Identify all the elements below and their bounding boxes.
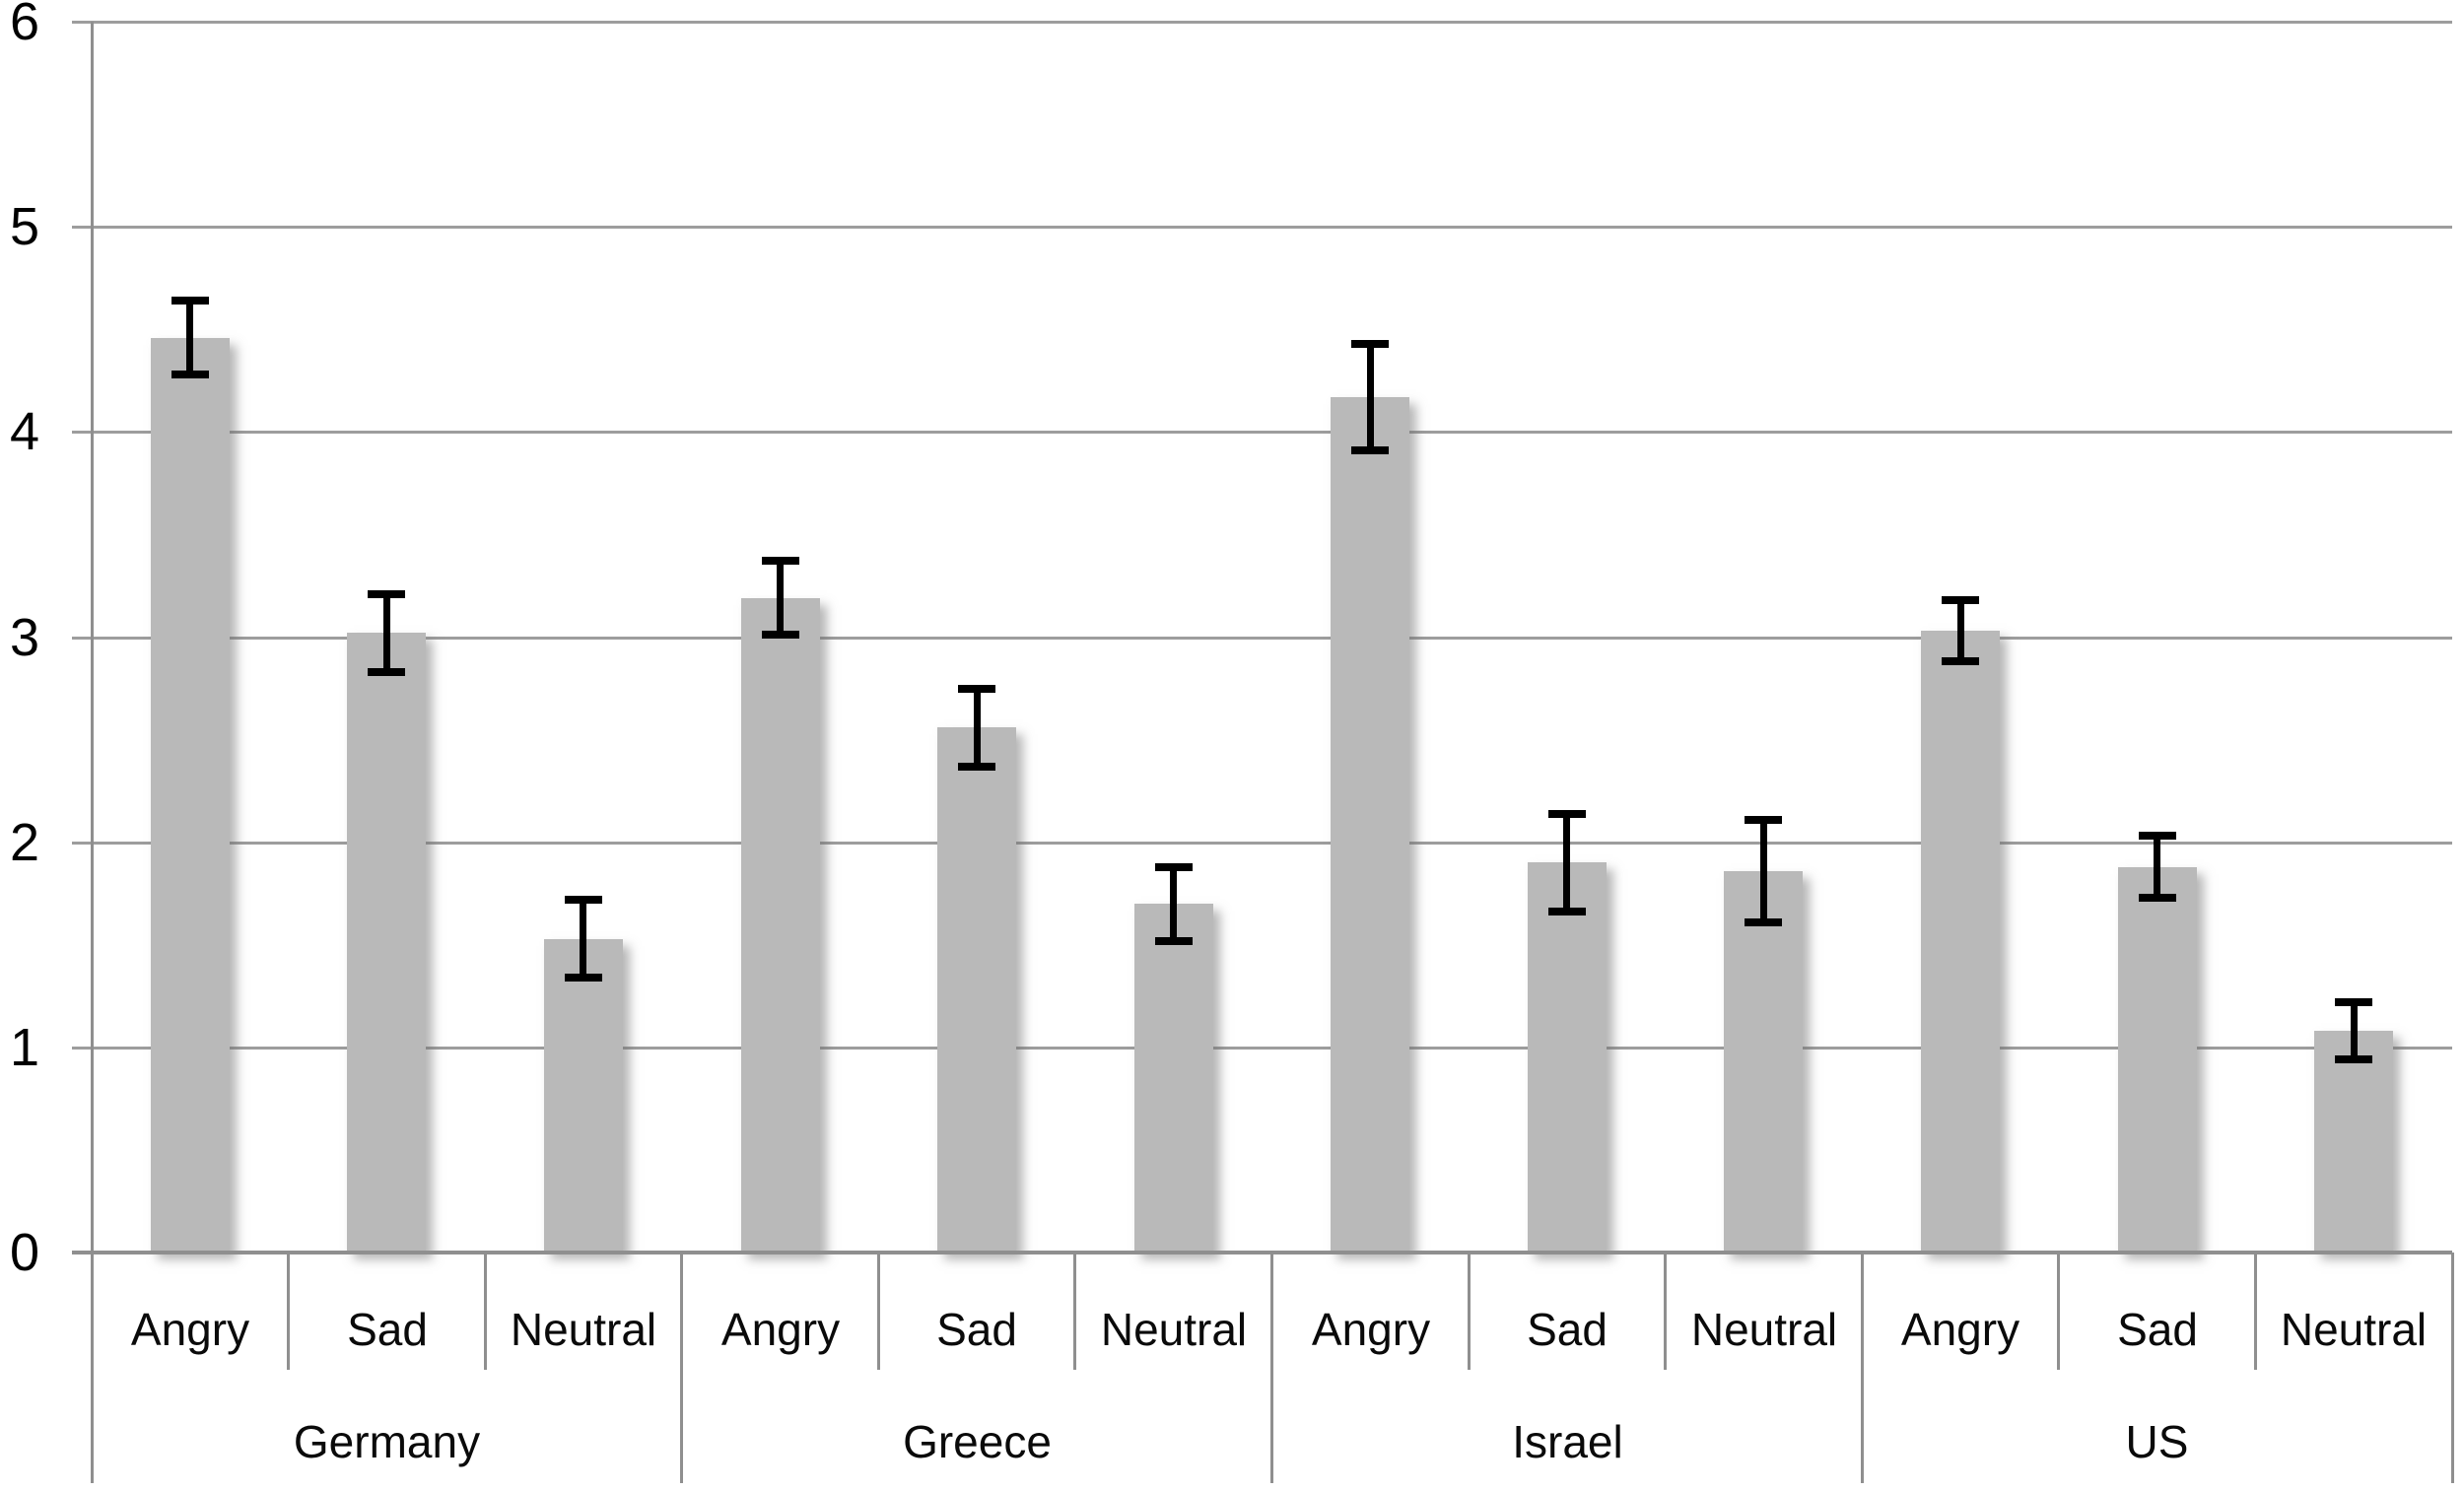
y-tick-label-2: 2 (9, 813, 39, 872)
error-bar-greece-angry (777, 561, 784, 635)
y-tick-label-5: 5 (9, 197, 39, 256)
y-tick-label-6: 6 (9, 0, 39, 51)
category-separator-4 (877, 1253, 880, 1370)
bar-germany-neutral (544, 939, 623, 1253)
bar-israel-angry (1331, 397, 1409, 1253)
error-bar-top-cap-greece-sad (958, 685, 995, 693)
error-bar-israel-angry (1367, 344, 1374, 450)
error-bar-top-cap-israel-angry (1351, 340, 1389, 348)
category-separator-5 (1073, 1253, 1076, 1370)
y-tick-label-4: 4 (9, 402, 39, 461)
category-label-us-neutral: Neutral (2280, 1304, 2428, 1355)
error-bar-israel-sad (1563, 814, 1570, 913)
error-bar-bottom-cap-germany-sad (368, 668, 405, 676)
error-bar-germany-angry (186, 301, 193, 374)
error-bar-greece-sad (974, 689, 981, 767)
bar-greece-neutral (1134, 904, 1213, 1253)
error-bar-bottom-cap-greece-angry (762, 631, 799, 639)
y-tick-label-0: 0 (9, 1223, 39, 1282)
error-bar-bottom-cap-israel-sad (1548, 908, 1586, 915)
error-bar-top-cap-germany-neutral (565, 896, 602, 904)
category-label-israel-angry: Angry (1311, 1304, 1431, 1355)
error-bar-top-cap-greece-neutral (1155, 863, 1193, 871)
error-bar-germany-neutral (580, 900, 586, 978)
error-bar-bottom-cap-israel-angry (1351, 446, 1389, 454)
category-label-greece-angry: Angry (720, 1304, 841, 1355)
bar-greece-sad (937, 727, 1016, 1253)
category-label-greece-sad: Sad (936, 1304, 1017, 1355)
error-bar-bottom-cap-greece-neutral (1155, 937, 1193, 945)
category-label-germany-neutral: Neutral (510, 1304, 657, 1355)
category-label-israel-sad: Sad (1527, 1304, 1608, 1355)
y-gridline-3 (72, 637, 2452, 640)
category-separator-1 (287, 1253, 290, 1370)
bar-greece-angry (741, 598, 820, 1253)
x-axis-line (72, 1251, 2452, 1254)
error-bar-bottom-cap-greece-sad (958, 763, 995, 771)
error-bar-bottom-cap-germany-angry (171, 371, 209, 378)
group-label-israel: Israel (1512, 1416, 1623, 1467)
error-bar-germany-sad (383, 594, 390, 672)
category-separator-10 (2057, 1253, 2060, 1370)
error-bar-us-angry (1957, 600, 1964, 661)
error-bar-bottom-cap-us-sad (2139, 894, 2176, 902)
y-gridline-6 (72, 21, 2452, 24)
category-separator-8 (1664, 1253, 1667, 1370)
y-gridline-1 (72, 1047, 2452, 1050)
error-bar-top-cap-israel-sad (1548, 810, 1586, 818)
category-label-germany-angry: Angry (130, 1304, 250, 1355)
category-separator-2 (484, 1253, 487, 1370)
bar-us-angry (1921, 631, 2000, 1253)
y-tick-label-3: 3 (9, 608, 39, 667)
error-bar-top-cap-us-sad (2139, 832, 2176, 840)
error-bar-top-cap-germany-angry (171, 297, 209, 305)
group-separator-3 (680, 1253, 683, 1483)
error-bar-top-cap-greece-angry (762, 557, 799, 565)
bar-germany-sad (347, 633, 426, 1253)
y-gridline-5 (72, 226, 2452, 229)
error-bar-bottom-cap-us-angry (1942, 657, 1979, 665)
bar-us-sad (2118, 867, 2197, 1253)
bar-israel-sad (1528, 862, 1607, 1253)
bar-germany-angry (151, 338, 230, 1253)
y-gridline-2 (72, 842, 2452, 845)
group-label-us: US (2125, 1416, 2189, 1467)
group-separator-6 (1270, 1253, 1273, 1483)
error-bar-greece-neutral (1170, 867, 1177, 941)
group-label-greece: Greece (903, 1416, 1052, 1467)
error-bar-bottom-cap-germany-neutral (565, 974, 602, 982)
category-separator-11 (2254, 1253, 2257, 1370)
error-bar-us-neutral (2351, 1002, 2358, 1059)
category-label-germany-sad: Sad (347, 1304, 428, 1355)
category-label-israel-neutral: Neutral (1690, 1304, 1838, 1355)
error-bar-top-cap-us-angry (1942, 596, 1979, 604)
error-bar-top-cap-israel-neutral (1745, 816, 1782, 824)
error-bar-us-sad (2154, 836, 2160, 897)
bar-us-neutral (2314, 1031, 2393, 1253)
error-bar-top-cap-germany-sad (368, 590, 405, 598)
y-tick-label-1: 1 (9, 1018, 39, 1077)
y-axis-line (91, 22, 94, 1483)
group-separator-12 (2451, 1253, 2454, 1483)
error-bar-bottom-cap-us-neutral (2335, 1055, 2372, 1063)
error-bar-top-cap-us-neutral (2335, 998, 2372, 1006)
y-gridline-4 (72, 431, 2452, 434)
group-label-germany: Germany (293, 1416, 481, 1467)
error-bar-bottom-cap-israel-neutral (1745, 918, 1782, 926)
category-label-us-angry: Angry (1900, 1304, 2020, 1355)
category-label-greece-neutral: Neutral (1100, 1304, 1248, 1355)
group-separator-9 (1861, 1253, 1864, 1483)
bar-israel-neutral (1724, 871, 1803, 1253)
error-bar-israel-neutral (1760, 820, 1767, 922)
category-separator-7 (1468, 1253, 1471, 1370)
category-label-us-sad: Sad (2117, 1304, 2198, 1355)
